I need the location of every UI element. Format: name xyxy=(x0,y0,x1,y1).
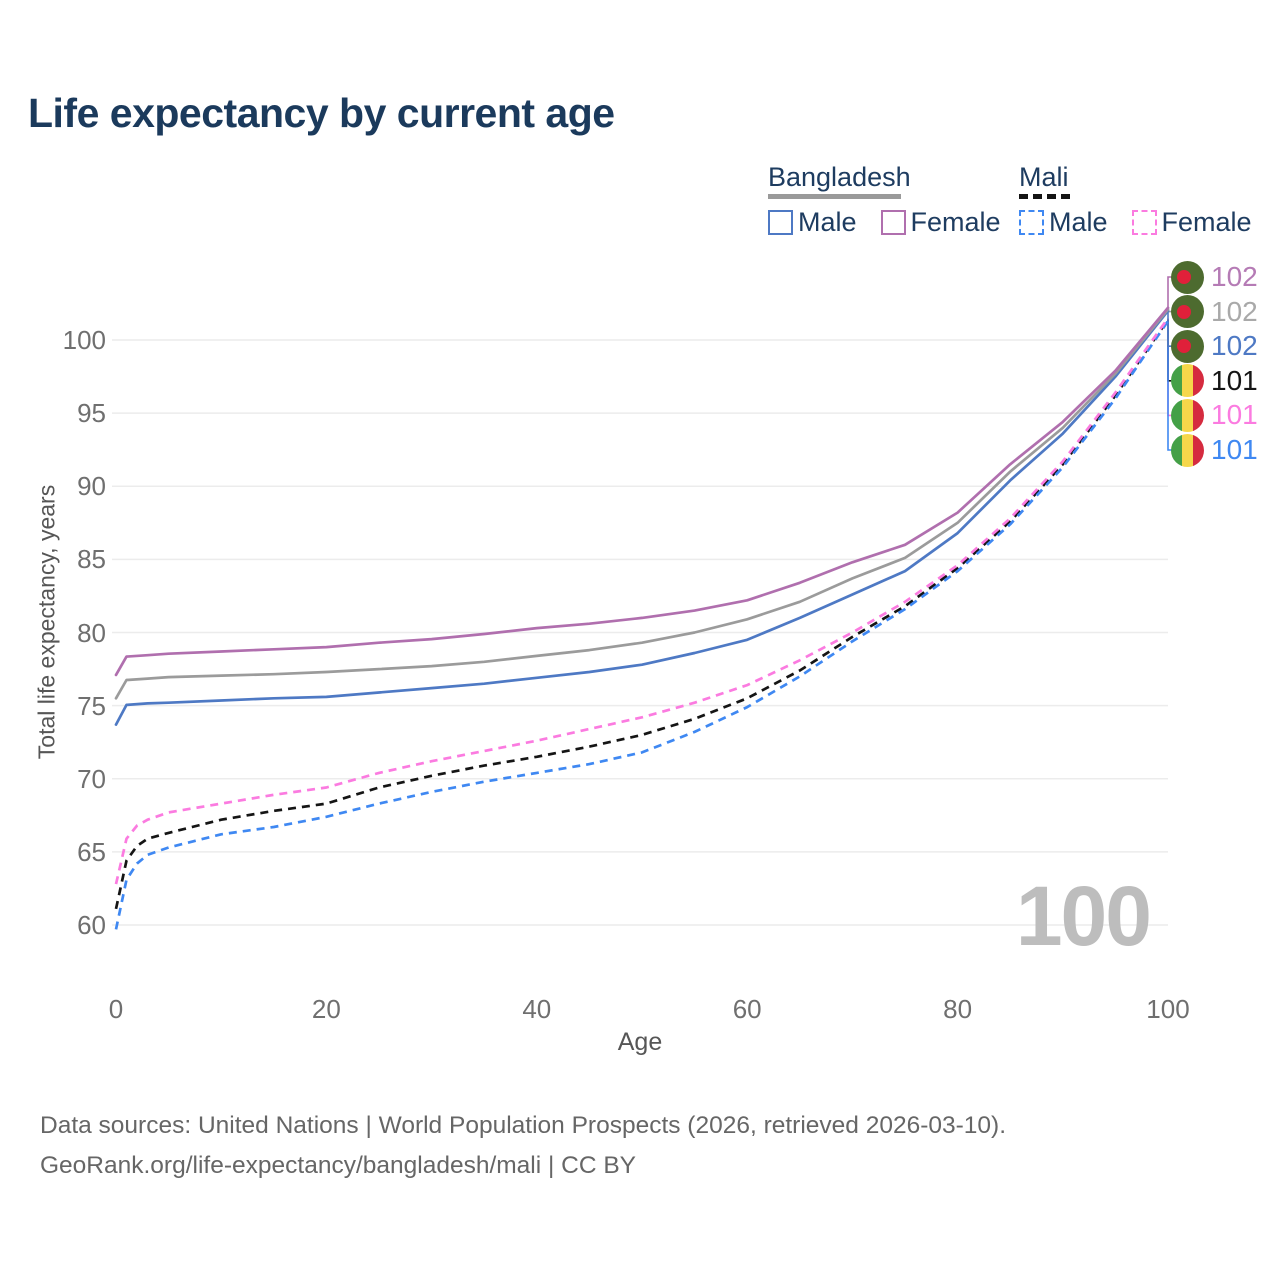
line-bangladesh-male xyxy=(114,309,1170,726)
x-tick-label-60: 60 xyxy=(732,994,762,1024)
line-bangladesh-female xyxy=(114,306,1170,677)
legend-title-mali[interactable]: Mali xyxy=(1019,162,1069,192)
legend-group-mali: Mali Male Female xyxy=(1019,162,1252,238)
end-label-mali-total: 101 xyxy=(1171,363,1258,398)
legend-underline-bangladesh-solid xyxy=(768,194,901,199)
end-value-bangladesh-total: 102 xyxy=(1211,295,1258,327)
line-bangladesh-total xyxy=(114,307,1170,700)
line-mali-male xyxy=(114,320,1170,930)
bangladesh-flag-icon xyxy=(1171,295,1204,329)
x-axis-title: Age xyxy=(617,1028,663,1056)
end-value-bangladesh-male: 102 xyxy=(1211,330,1258,362)
legend-label-bangladesh-male[interactable]: Male xyxy=(798,207,857,237)
line-mali-female xyxy=(114,317,1170,885)
legend-swatch-bangladesh-male[interactable] xyxy=(768,210,793,235)
y-tick-label-65: 65 xyxy=(77,836,106,867)
footer-data-sources: Data sources: United Nations | World Pop… xyxy=(40,1112,1007,1139)
y-tick-label-100: 100 xyxy=(62,325,106,355)
line-mali-total xyxy=(114,318,1170,910)
footer-attribution-url: GeoRank.org/life-expectancy/bangladesh/m… xyxy=(40,1152,637,1179)
legend-underline-mali-dashed xyxy=(1019,194,1073,199)
end-value-bangladesh-female: 102 xyxy=(1211,261,1258,292)
legend-label-mali-female[interactable]: Female xyxy=(1161,207,1252,237)
legend-swatch-mali-male[interactable] xyxy=(1019,210,1044,235)
x-tick-label-0: 0 xyxy=(108,994,124,1024)
y-tick-label-75: 75 xyxy=(77,690,106,721)
x-tick-label-80: 80 xyxy=(943,994,973,1024)
end-value-mali-female: 101 xyxy=(1211,399,1258,431)
mali-flag-icon xyxy=(1171,433,1204,467)
bangladesh-flag-icon xyxy=(1171,260,1204,294)
y-tick-label-70: 70 xyxy=(77,763,106,794)
end-label-bangladesh-total: 102 xyxy=(1171,294,1258,329)
legend-group-bangladesh: Bangladesh Male Female xyxy=(768,162,1001,238)
y-tick-label-85: 85 xyxy=(77,544,106,575)
legend-title-bangladesh[interactable]: Bangladesh xyxy=(768,162,911,192)
end-label-bangladesh-male: 102 xyxy=(1171,329,1258,364)
mali-flag-icon xyxy=(1171,364,1204,398)
end-value-mali-male: 101 xyxy=(1211,434,1258,465)
y-tick-label-60: 60 xyxy=(77,910,106,940)
x-tick-label-20: 20 xyxy=(311,994,341,1024)
end-label-mali-female: 101 xyxy=(1171,398,1258,433)
age-counter-watermark: 100 xyxy=(1015,869,1152,963)
bangladesh-flag-icon xyxy=(1171,329,1204,363)
y-tick-label-95: 95 xyxy=(77,398,106,429)
footer: Data sources: United Nations | World Pop… xyxy=(40,1106,1006,1186)
legend-swatch-bangladesh-female[interactable] xyxy=(880,210,906,235)
end-label-bangladesh-female: 102 xyxy=(1171,260,1258,295)
mali-flag-icon xyxy=(1171,398,1204,432)
x-tick-label-40: 40 xyxy=(522,994,552,1024)
legend-label-mali-male[interactable]: Male xyxy=(1049,207,1108,237)
end-value-mali-total: 101 xyxy=(1211,364,1258,396)
x-tick-label-100: 100 xyxy=(1146,994,1190,1024)
y-tick-label-90: 90 xyxy=(77,471,106,502)
legend-swatch-mali-female[interactable] xyxy=(1131,210,1157,235)
y-tick-label-80: 80 xyxy=(77,617,106,648)
end-label-mali-male: 101 xyxy=(1171,433,1258,468)
page-title: Life expectancy by current age xyxy=(28,90,615,136)
legend-label-bangladesh-female[interactable]: Female xyxy=(910,207,1001,237)
